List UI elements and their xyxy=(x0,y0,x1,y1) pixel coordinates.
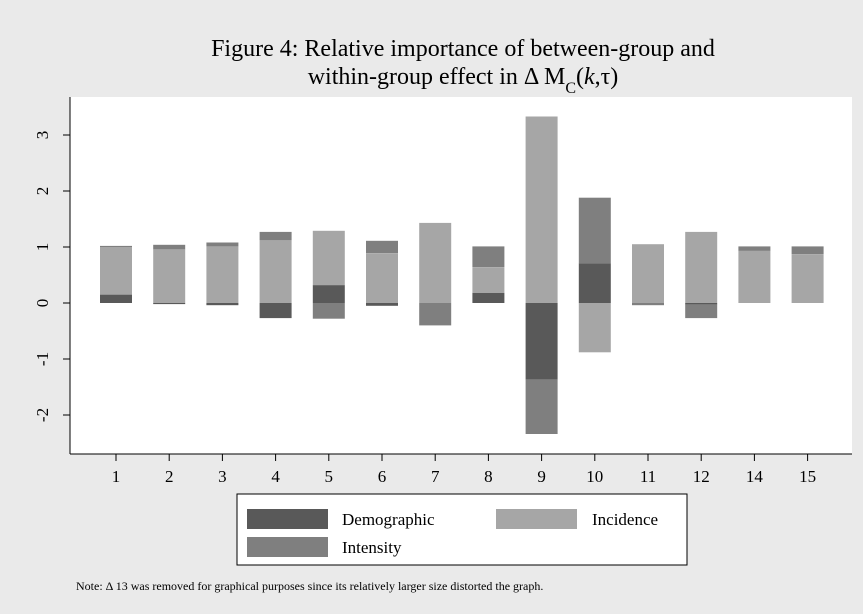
legend-group: Demographic Incidence Intensity xyxy=(247,509,658,557)
legend-swatch-intensity xyxy=(247,537,328,557)
y-tick-label: -1 xyxy=(33,352,52,366)
bar-11-intensity xyxy=(632,303,664,306)
x-tick-label: 1 xyxy=(112,467,121,486)
x-tick-label: 6 xyxy=(378,467,387,486)
y-tick-label: 0 xyxy=(33,299,52,308)
chart-title-line1: Figure 4: Relative importance of between… xyxy=(211,36,715,62)
bar-12-incidence xyxy=(685,231,718,303)
bar-1-intensity xyxy=(100,245,132,247)
legend-label-incidence: Incidence xyxy=(592,510,658,529)
x-ticks-group: 1 2 3 4 5 6 7 8 9 10 11 12 14 15 xyxy=(112,454,816,486)
bar-8-incidence xyxy=(472,267,505,293)
y-ticks-group: -2 -1 0 1 2 3 xyxy=(33,131,70,422)
bar-5-demographic xyxy=(312,285,345,303)
bar-10-intensity xyxy=(578,197,611,264)
bar-12-demographic xyxy=(685,303,718,305)
legend-label-demographic: Demographic xyxy=(342,510,435,529)
y-tick-label: -2 xyxy=(33,408,52,422)
x-tick-label: 10 xyxy=(586,467,603,486)
legend-label-intensity: Intensity xyxy=(342,538,402,557)
bar-2-incidence xyxy=(153,249,186,303)
bar-4-intensity xyxy=(259,231,292,241)
bar-1-demographic xyxy=(100,294,132,303)
bar-4-incidence xyxy=(259,240,292,303)
y-tick-label: 3 xyxy=(33,131,52,140)
bars-group xyxy=(100,116,824,434)
bar-14-intensity xyxy=(738,246,771,251)
legend-swatch-incidence xyxy=(496,509,577,529)
bar-6-demographic xyxy=(366,303,398,306)
bar-8-demographic xyxy=(472,292,505,303)
legend-swatch-demographic xyxy=(247,509,328,529)
bar-9-demographic xyxy=(525,303,558,380)
bar-14-incidence xyxy=(738,250,771,303)
bar-12-intensity xyxy=(685,304,718,319)
bar-2-demographic xyxy=(153,303,186,305)
x-tick-label: 5 xyxy=(325,467,334,486)
bar-3-intensity xyxy=(206,242,239,247)
bar-2-intensity xyxy=(153,244,186,250)
bar-7-incidence xyxy=(419,222,452,303)
x-tick-label: 9 xyxy=(537,467,546,486)
bar-4-demographic xyxy=(259,303,292,319)
x-tick-label: 3 xyxy=(218,467,227,486)
bar-7-intensity xyxy=(419,303,452,326)
bar-8-intensity xyxy=(472,246,505,268)
bar-15-incidence xyxy=(791,254,824,303)
bar-5-incidence xyxy=(312,230,345,286)
bar-3-incidence xyxy=(206,246,239,303)
x-tick-label: 7 xyxy=(431,467,440,486)
bar-5-intensity xyxy=(312,303,345,319)
y-tick-label: 1 xyxy=(33,243,52,252)
bar-3-demographic xyxy=(206,303,239,306)
bar-10-demographic xyxy=(578,263,611,303)
bar-15-intensity xyxy=(791,246,824,255)
chart-title-line2: within-group effect in Δ MC(k,τ) xyxy=(308,64,619,97)
x-tick-label: 4 xyxy=(271,467,280,486)
bar-1-incidence xyxy=(100,247,132,295)
bar-11-incidence xyxy=(632,244,664,303)
x-tick-label: 12 xyxy=(693,467,710,486)
bar-6-intensity xyxy=(366,240,398,254)
bar-10-incidence xyxy=(578,303,611,353)
bar-9-intensity xyxy=(525,379,558,434)
x-tick-label: 14 xyxy=(746,467,764,486)
x-tick-label: 15 xyxy=(799,467,816,486)
y-tick-label: 2 xyxy=(33,187,52,196)
plot-area xyxy=(70,97,852,454)
x-tick-label: 11 xyxy=(640,467,656,486)
footnote: Note: Δ 13 was removed for graphical pur… xyxy=(76,579,543,593)
bar-6-incidence xyxy=(366,253,398,303)
x-tick-label: 2 xyxy=(165,467,174,486)
bar-9-incidence xyxy=(525,116,558,303)
x-tick-label: 8 xyxy=(484,467,493,486)
